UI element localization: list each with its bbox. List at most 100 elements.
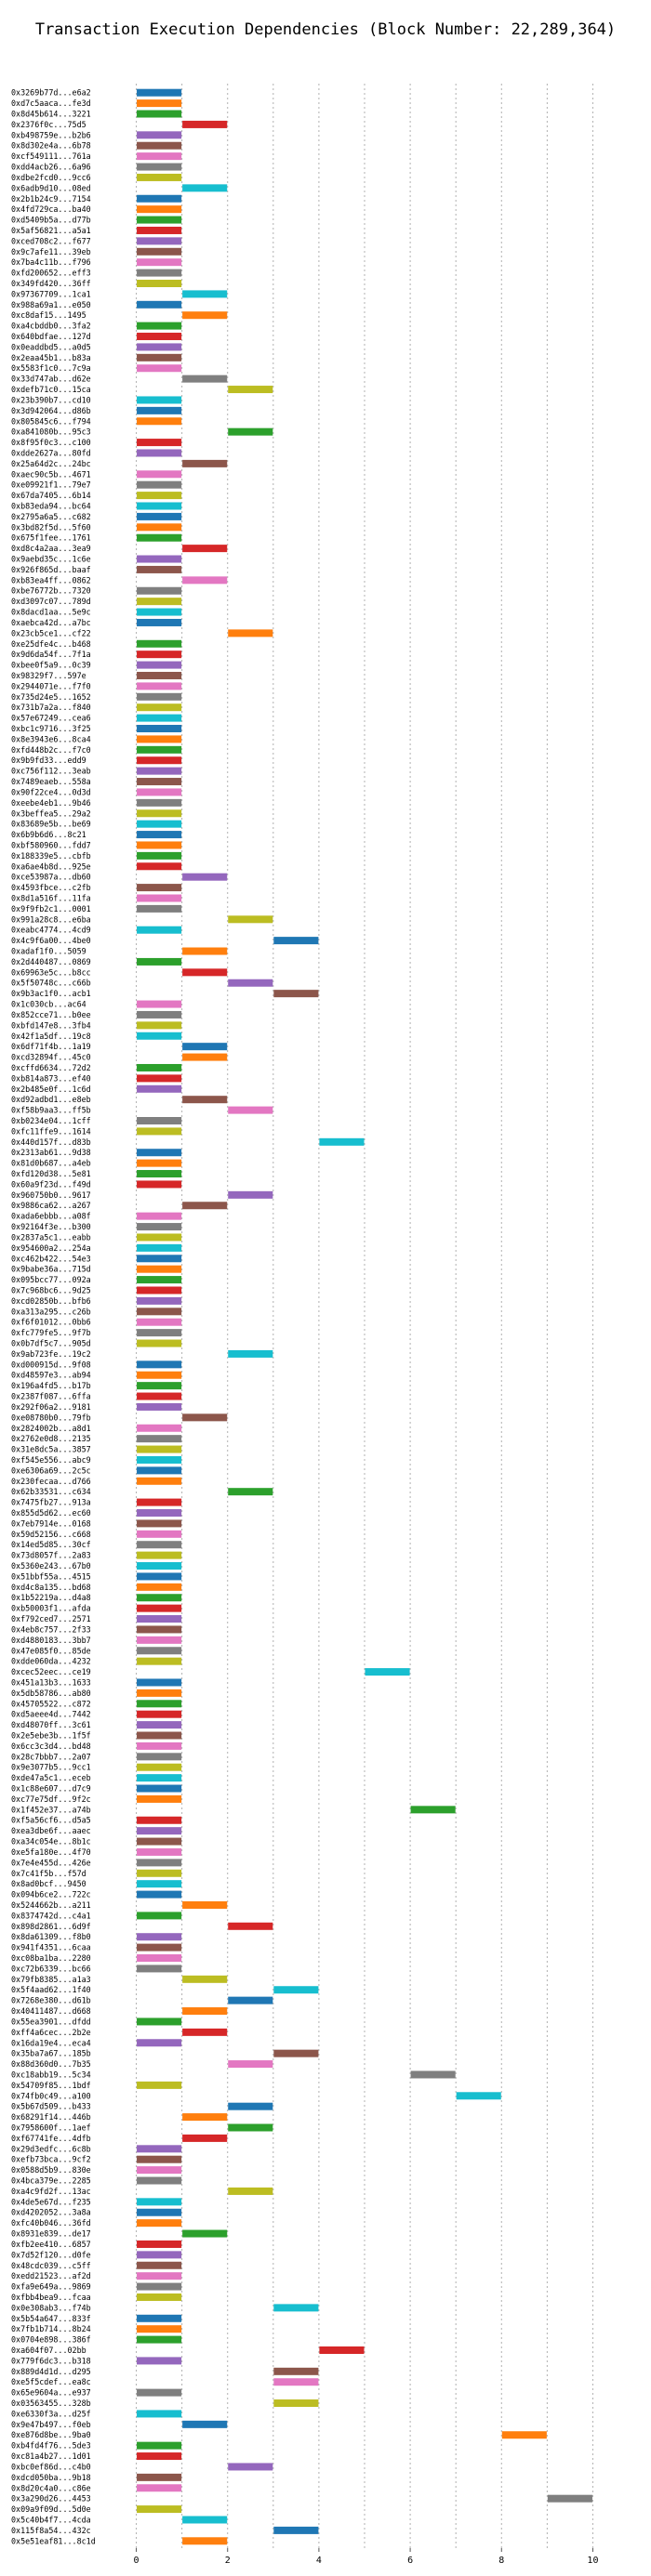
transaction-label: 0xfbb4bea9...fcaa [11,2293,91,2302]
transaction-bar [137,470,182,479]
transaction-label: 0x7958600f...1aef [11,2123,91,2132]
transaction-label: 0x8d45b614...3221 [11,110,91,119]
transaction-bar [137,1117,182,1125]
transaction-label: 0xd48597e3...ab94 [11,1371,91,1380]
x-tick-label: 4 [316,2556,322,2566]
transaction-label: 0xfc40b046...36fd [11,2218,91,2228]
transaction-label: 0x675f1fee...1761 [11,533,91,543]
transaction-bar [273,2399,319,2408]
transaction-bar [137,957,182,966]
transaction-label: 0xea3dbe6f...aaec [11,1826,91,1835]
transaction-label: 0x292f06a2...9181 [11,1402,91,1412]
transaction-label: 0x67da7405...6b14 [11,491,91,500]
transaction-label: 0x35ba7a67...185b [11,2049,91,2058]
transaction-label: 0x47e085f0...85de [11,1646,91,1655]
transaction-bar [137,1339,182,1347]
transaction-label: 0x2313ab61...9d38 [11,1148,91,1157]
transaction-bar [137,1180,182,1189]
transaction-bar [228,2187,273,2195]
x-tick-label: 0 [134,2556,140,2566]
transaction-bar [137,926,182,934]
transaction-label: 0xa4c9fd2f...13ac [11,2187,91,2196]
transaction-bar [137,1731,182,1740]
transaction-label: 0x88d360d0...7b35 [11,2059,91,2069]
transaction-bar [137,2017,182,2026]
transaction-label: 0x5583f1c0...7c9a [11,363,91,373]
x-tick-label: 8 [498,2556,504,2566]
transaction-label: 0xd48070ff...3c61 [11,1720,91,1729]
transaction-bar [137,205,182,214]
transaction-label: 0x8931e839...de17 [11,2229,91,2239]
transaction-bar [137,851,182,860]
transaction-label: 0x42f1a5df...19c8 [11,1032,91,1041]
transaction-bar [228,629,273,637]
transaction-label: 0x0588d5b9...830e [11,2165,91,2175]
transaction-label: 0xbf580960...fdd7 [11,840,91,849]
transaction-label: 0x97367709...1ca1 [11,289,91,298]
transaction-bar [137,1572,182,1581]
transaction-bar [137,639,182,648]
transaction-bar [137,831,182,839]
transaction-bar [137,1455,182,1464]
transaction-label: 0x23cb5ce1...cf22 [11,628,91,637]
transaction-bar [137,745,182,754]
transaction-bar [137,237,182,245]
transaction-label: 0x51bbf55a...4515 [11,1571,91,1581]
transaction-bar [137,333,182,341]
transaction-label: 0xdde2627a...80fd [11,448,91,457]
transaction-label: 0xde47a5c1...eceb [11,1773,91,1782]
transaction-label: 0x3bd82f5d...5f60 [11,522,91,532]
transaction-label: 0x73d8057f...2a83 [11,1551,91,1560]
transaction-bar [228,2463,273,2471]
transaction-label: 0x4eb8c757...2f33 [11,1624,91,1634]
transaction-bar [137,586,182,595]
transaction-label: 0x898d2861...6d9f [11,1922,91,1931]
transaction-bar [137,1084,182,1093]
transaction-label: 0xe25dfe4c...b468 [11,639,91,649]
transaction-label: 0x0e308ab3...f74b [11,2303,91,2312]
transaction-label: 0xf6f01012...0bb6 [11,1318,91,1327]
transaction-bar [182,2113,228,2122]
transaction-bar [137,1827,182,1835]
transaction-bar [410,2070,456,2079]
transaction-bar [137,353,182,361]
transaction-bar [137,2219,182,2228]
transaction-bar [137,417,182,426]
transaction-label: 0x2b1b24c9...7154 [11,194,91,204]
transaction-label: 0x9aebd35c...1c6e [11,555,91,564]
tick-layer: 0 2 4 6 8 10 [134,2548,598,2566]
transaction-bar [137,216,182,224]
transaction-label: 0xb4fd4f76...5de3 [11,2441,91,2451]
transaction-label: 0x941f4351...6caa [11,1943,91,1952]
transaction-label: 0x7c968bc6...9d25 [11,1285,91,1295]
transaction-bar [137,714,182,722]
transaction-label: 0x98329f7...597e [11,671,86,680]
transaction-bar [137,798,182,807]
transaction-label: 0x095bcc77...092a [11,1275,91,1284]
transaction-bar [137,1700,182,1708]
transaction-label: 0xcd32894f...45c0 [11,1053,91,1062]
transaction-bar [137,1424,182,1432]
transaction-bar [137,884,182,892]
transaction-bar [137,904,182,913]
transaction-label: 0x926f865d...baaf [11,565,91,574]
transaction-label: 0x8d302e4a...6b78 [11,141,91,151]
transaction-label: 0x0eaddbd5...a0d5 [11,342,91,351]
transaction-bar [137,1286,182,1295]
transaction-bar [137,131,182,139]
transaction-label: 0xa604f07...02bb [11,2346,86,2355]
transaction-label: 0x7489eaeb...558a [11,777,91,786]
transaction-bar [137,1021,182,1030]
transaction-bar [137,1382,182,1390]
transaction-bar [137,1741,182,1750]
transaction-bar [137,2081,182,2089]
transaction-label: 0x2e5ebe3b...1f5f [11,1731,91,1741]
transaction-bar [137,1710,182,1718]
transaction-label: 0x440d157f...d83b [11,1137,91,1147]
transaction-label: 0x74fb0c49...a100 [11,2091,91,2100]
transaction-label: 0xd000915d...9f08 [11,1360,91,1369]
transaction-label: 0xd5aeee4d...7442 [11,1710,91,1719]
transaction-label: 0x5244662b...a211 [11,1900,91,1910]
transaction-bar [137,269,182,277]
transaction-bar [137,809,182,818]
